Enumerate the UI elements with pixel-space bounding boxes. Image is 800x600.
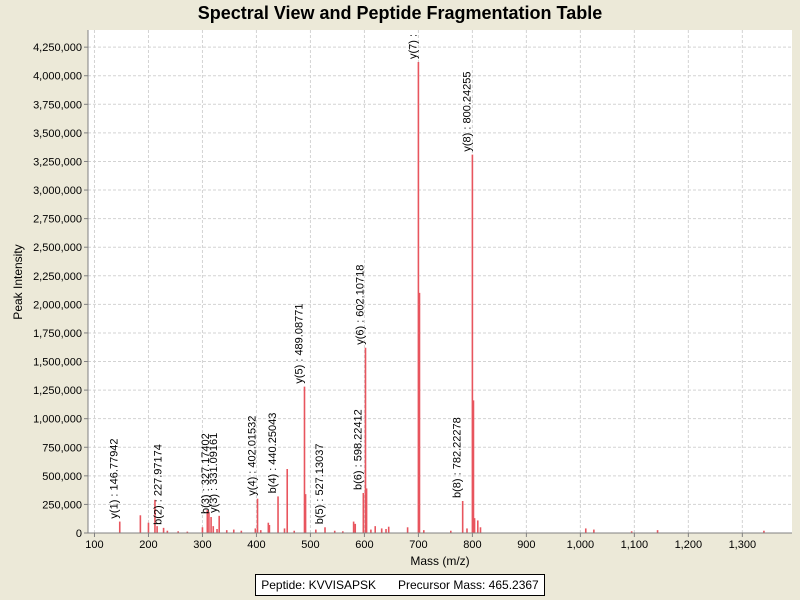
y-tick-label: 1,250,000 xyxy=(33,385,82,397)
y-tick-label: 500,000 xyxy=(42,471,82,483)
x-tick-label: 800 xyxy=(463,539,481,551)
y-tick-label: 4,000,000 xyxy=(33,71,82,83)
y-tick-label: 3,250,000 xyxy=(33,156,82,168)
chart-title: Spectral View and Peptide Fragmentation … xyxy=(197,3,603,23)
peak-annotation-label: b(8) : 782.22278 xyxy=(452,417,464,498)
x-tick-label: 200 xyxy=(139,539,157,551)
peak-annotation-label: b(4) : 440.25043 xyxy=(267,413,279,494)
y-tick-label: 3,000,000 xyxy=(33,185,82,197)
x-tick-label: 300 xyxy=(193,539,211,551)
grid-lines xyxy=(88,30,792,533)
peak-annotation-label: y(3) : 331.09161 xyxy=(208,433,220,513)
y-axis-label: Peak Intensity xyxy=(11,244,25,319)
y-tick-label: 2,500,000 xyxy=(33,242,82,254)
y-tick-label: 2,750,000 xyxy=(33,214,82,226)
peak-annotation-label: y(6) : 602.10718 xyxy=(354,265,366,345)
y-tick-label: 3,750,000 xyxy=(33,99,82,111)
y-tick-label: 3,500,000 xyxy=(33,128,82,140)
peptide-info-box: Peptide: KVVISAPSK Precursor Mass: 465.2… xyxy=(255,574,545,596)
y-tick-label: 2,250,000 xyxy=(33,271,82,283)
y-axis-ticks: 0 250,000 500,000 750,000 1,000,000 1,250,000… xyxy=(33,42,88,540)
peak-annotation-label: y(5) : 489.08771 xyxy=(293,304,305,384)
y-tick-label: 2,000,000 xyxy=(33,299,82,311)
x-tick-label: 1,200 xyxy=(675,539,703,551)
peak-annotation-label: y(1) : 146.77942 xyxy=(109,438,121,518)
peak-series xyxy=(118,62,765,533)
y-tick-label: 1,500,000 xyxy=(33,357,82,369)
y-tick-label: 750,000 xyxy=(42,442,82,454)
y-tick-label: 0 xyxy=(76,528,82,540)
x-axis-label: Mass (m/z) xyxy=(410,554,469,568)
peptide-label: Peptide: KVVISAPSK xyxy=(261,578,376,592)
y-tick-label: 1,750,000 xyxy=(33,328,82,340)
x-tick-label: 100 xyxy=(85,539,103,551)
axes xyxy=(87,30,792,534)
y-tick-label: 4,250,000 xyxy=(33,42,82,54)
peak-annotation-label: y(7) : xyxy=(407,34,419,59)
peak-annotation-label: b(6) : 598.22412 xyxy=(352,409,364,490)
x-axis-ticks: 100 200 300 400 500 600 700 800 900 1,000 1,100 1,2… xyxy=(85,533,756,551)
peak-annotation-label: b(3) : 327.17402 xyxy=(200,433,212,514)
x-tick-label: 600 xyxy=(355,539,373,551)
x-tick-label: 500 xyxy=(301,539,319,551)
x-tick-label: 400 xyxy=(247,539,265,551)
x-tick-label: 1,300 xyxy=(729,539,757,551)
peak-annotation-label: b(2) : 227.97174 xyxy=(153,444,165,525)
peak-annotations: y(1) : 146.77942 b(2) : 227.97174 b(3) : 3… xyxy=(109,34,474,525)
y-tick-label: 250,000 xyxy=(42,499,82,511)
plot-area xyxy=(88,30,792,533)
x-tick-label: 700 xyxy=(409,539,427,551)
peak-annotation-label: b(5) : 527.13037 xyxy=(314,444,326,525)
y-tick-label: 1,000,000 xyxy=(33,414,82,426)
x-tick-label: 1,100 xyxy=(621,539,649,551)
peak-annotation-label: y(4) : 402.01532 xyxy=(247,416,259,496)
peak-annotation-label: y(8) : 800.24255 xyxy=(461,71,473,151)
precursor-mass-label: Precursor Mass: 465.2367 xyxy=(397,578,539,592)
x-tick-label: 900 xyxy=(517,539,535,551)
x-tick-label: 1,000 xyxy=(567,539,595,551)
